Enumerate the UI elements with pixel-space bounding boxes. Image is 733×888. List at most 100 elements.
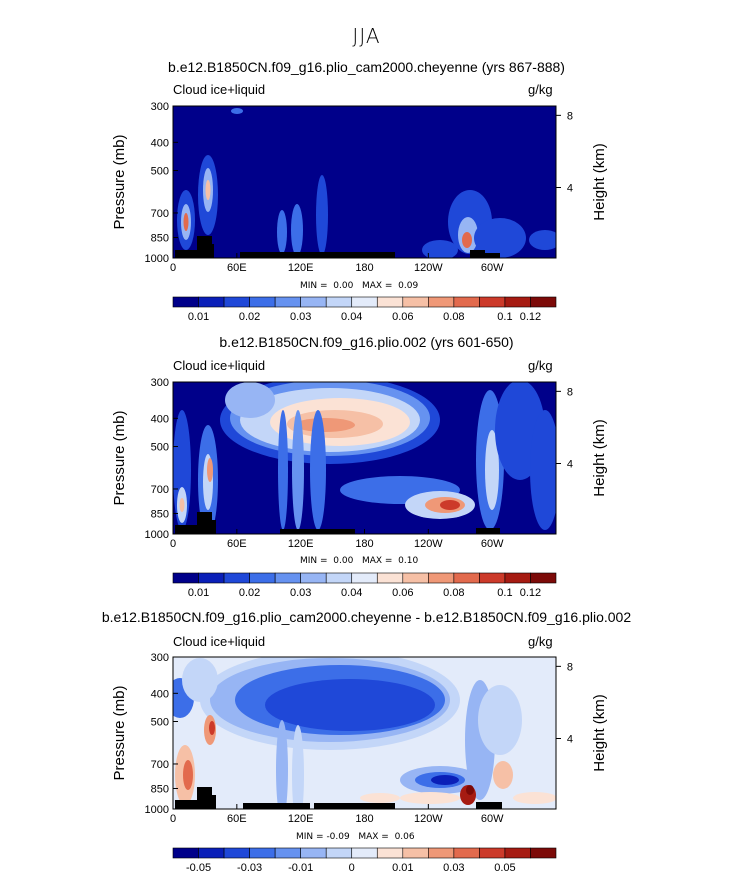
colorbar-label: 0 [349,862,355,874]
y-tick-label: 850 [151,783,169,795]
x-tick-label: 0 [170,538,176,550]
colorbar-swatch [453,296,480,308]
colorbar-swatch [428,572,455,584]
y-tick-label: 1000 [145,529,169,541]
topography-mask [204,244,214,258]
contour-region [431,775,459,785]
x-tick-label: 180 [355,813,373,825]
colorbar-label: 0.06 [392,587,413,599]
colorbar-swatch [453,572,480,584]
y2-axis-label: Height (km) [591,143,608,221]
contour-region [513,792,556,804]
topography-mask [476,528,500,534]
y-tick-label: 700 [151,759,169,771]
contour-region [292,410,304,530]
colorbar-swatch [428,296,455,308]
y2-axis-label: Height (km) [591,694,608,772]
y-tick-label: 300 [151,652,169,664]
colorbar-swatch [198,847,225,859]
x-tick-label: 120W [414,262,443,274]
contour-region [205,180,211,200]
topography-mask [175,250,202,258]
contour-region [265,679,435,731]
contour-region [225,382,275,418]
colorbar-label: 0.05 [494,862,515,874]
y-tick-label: 500 [151,716,169,728]
height-tick-label: 4 [567,458,573,470]
colorbar-swatch [530,296,557,308]
topography-mask [204,520,216,534]
contour-region [360,793,400,803]
colorbar-label: 0.01 [188,587,209,599]
contour-region [209,721,215,735]
y-axis-label: Pressure (mb) [111,410,128,505]
colorbar-swatch [325,847,353,859]
topography-mask [482,253,500,258]
colorbar-swatch [479,296,506,308]
colorbar-label: 0.03 [290,587,311,599]
x-tick-label: 60W [481,813,504,825]
contour-region [310,410,326,530]
y-axis-label: Pressure (mb) [111,685,128,780]
super-title: JJA [352,24,381,48]
x-tick-label: 60E [227,262,247,274]
colorbar-label: 0.04 [341,587,362,599]
panel-3-units: g/kg [528,634,553,649]
colorbar-label: 0.04 [341,311,362,323]
panel-3-plot [172,656,561,859]
x-tick-label: 0 [170,813,176,825]
colorbar-swatch [376,296,404,308]
colorbar-swatch [428,847,455,859]
contour-region [292,725,304,809]
colorbar-swatch [249,296,276,308]
y-tick-label: 300 [151,101,169,113]
y-tick-label: 700 [151,484,169,496]
colorbar-swatch [530,847,557,859]
contour-region [440,500,460,510]
colorbar-label: 0.03 [290,311,311,323]
colorbar-swatch [402,572,429,584]
y-axis-label: Pressure (mb) [111,134,128,229]
contour-region [278,410,288,530]
x-tick-label: 0 [170,262,176,274]
panel-1-variable-label: Cloud ice+liquid [173,82,266,97]
contour-region [474,218,526,258]
panel-3-variable-label: Cloud ice+liquid [173,634,266,649]
y-tick-label: 400 [151,688,169,700]
topography-mask [243,803,310,809]
panel-1-stats: MIN = 0.00 MAX = 0.09 [300,281,419,291]
contour-region [493,761,513,789]
contour-region [179,498,185,512]
y2-axis-label: Height (km) [591,419,608,497]
colorbar-swatch [376,572,404,584]
colorbar-swatch [504,572,531,584]
contour-region [231,108,243,114]
contour-region [276,720,288,809]
colorbar-swatch [351,572,378,584]
y-tick-label: 850 [151,232,169,244]
contour-region [478,685,522,755]
topography-mask [280,529,355,534]
colorbar-swatch [300,847,327,859]
topography-mask [175,800,202,809]
colorbar-label: 0.12 [520,311,541,323]
topography-mask [240,252,395,258]
contour-region [400,792,460,804]
colorbar-swatch [325,296,353,308]
x-tick-label: 60E [227,538,247,550]
height-tick-label: 8 [567,661,573,673]
colorbar-label: 0.01 [188,311,209,323]
colorbar-label: 0.02 [239,311,260,323]
x-tick-label: 180 [355,538,373,550]
contour-region [291,204,303,256]
colorbar-label: -0.03 [237,862,262,874]
y-tick-label: 400 [151,413,169,425]
colorbar-label: 0.01 [392,862,413,874]
x-tick-label: 120E [288,262,314,274]
y-tick-label: 1000 [145,804,169,816]
colorbar-swatch [274,572,301,584]
contour-region [182,658,218,702]
topography-mask [314,803,395,809]
panel-2-plot [172,381,561,584]
panel-2-stats: MIN = 0.00 MAX = 0.10 [300,556,419,566]
